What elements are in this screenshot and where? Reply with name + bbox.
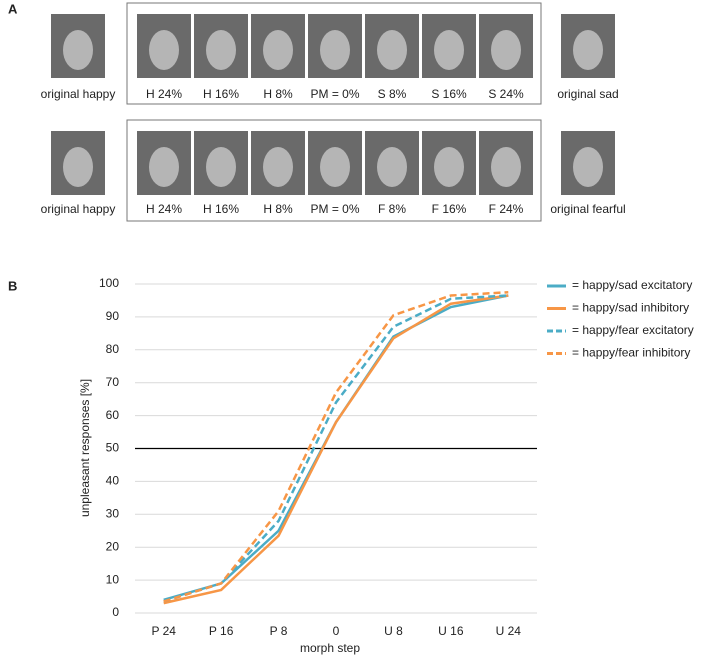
panel-label: B bbox=[8, 278, 17, 293]
x-tick-label: U 8 bbox=[384, 624, 403, 638]
face-caption: original sad bbox=[557, 87, 618, 101]
face-caption: PM = 0% bbox=[310, 87, 359, 101]
step-box bbox=[126, 2, 542, 105]
y-tick-label: 90 bbox=[106, 309, 120, 323]
legend-label: = happy/sad excitatory bbox=[572, 278, 692, 292]
x-tick-label: 0 bbox=[333, 624, 340, 638]
face-image bbox=[320, 147, 350, 187]
face-image bbox=[573, 30, 603, 70]
y-tick-label: 60 bbox=[106, 408, 120, 422]
face-image bbox=[263, 30, 293, 70]
face-image bbox=[263, 147, 293, 187]
face-image bbox=[206, 30, 236, 70]
data-line bbox=[163, 294, 509, 602]
face-caption: PM = 0% bbox=[310, 202, 359, 216]
x-tick-label: P 24 bbox=[151, 624, 176, 638]
face-caption: S 8% bbox=[378, 87, 407, 101]
face-caption: S 16% bbox=[431, 87, 467, 101]
face-image bbox=[377, 30, 407, 70]
face-caption: H 8% bbox=[263, 87, 293, 101]
face-image bbox=[573, 147, 603, 187]
data-line bbox=[163, 294, 509, 605]
face-caption: H 16% bbox=[203, 202, 239, 216]
step-box bbox=[126, 119, 542, 222]
x-tick-label: P 8 bbox=[270, 624, 288, 638]
face-image bbox=[434, 147, 464, 187]
y-tick-label: 80 bbox=[106, 342, 120, 356]
y-tick-label: 50 bbox=[106, 441, 120, 455]
face-caption: S 24% bbox=[488, 87, 524, 101]
face-caption: F 24% bbox=[489, 202, 524, 216]
face-image bbox=[491, 147, 521, 187]
y-tick-label: 40 bbox=[106, 474, 120, 488]
face-image bbox=[206, 147, 236, 187]
legend-label: = happy/fear excitatory bbox=[572, 323, 694, 337]
face-caption: original happy bbox=[41, 202, 116, 216]
face-image bbox=[63, 147, 93, 187]
face-image bbox=[63, 30, 93, 70]
x-tick-label: U 24 bbox=[496, 624, 522, 638]
x-tick-label: P 16 bbox=[209, 624, 234, 638]
face-image bbox=[320, 30, 350, 70]
y-tick-label: 100 bbox=[99, 276, 119, 290]
face-image bbox=[149, 147, 179, 187]
face-caption: F 16% bbox=[432, 202, 467, 216]
legend-label: = happy/fear inhibitory bbox=[572, 346, 690, 360]
face-image bbox=[377, 147, 407, 187]
x-tick-label: U 16 bbox=[438, 624, 464, 638]
face-image bbox=[491, 30, 521, 70]
face-image bbox=[434, 30, 464, 70]
face-caption: H 24% bbox=[146, 202, 182, 216]
y-tick-label: 30 bbox=[106, 506, 120, 520]
x-axis-label: morph step bbox=[300, 641, 360, 655]
face-caption: H 16% bbox=[203, 87, 239, 101]
face-caption: original fearful bbox=[550, 202, 625, 216]
face-caption: H 8% bbox=[263, 202, 293, 216]
y-tick-label: 0 bbox=[112, 605, 119, 619]
face-caption: F 8% bbox=[378, 202, 406, 216]
y-tick-label: 10 bbox=[106, 572, 120, 586]
panel-label: A bbox=[8, 1, 18, 16]
face-image bbox=[149, 30, 179, 70]
y-tick-label: 20 bbox=[106, 539, 120, 553]
legend-label: = happy/sad inhibitory bbox=[572, 301, 689, 315]
y-tick-label: 70 bbox=[106, 375, 120, 389]
face-caption: original happy bbox=[41, 87, 116, 101]
data-line bbox=[163, 290, 509, 603]
y-axis-label: unpleasant responses [%] bbox=[78, 379, 92, 517]
face-caption: H 24% bbox=[146, 87, 182, 101]
